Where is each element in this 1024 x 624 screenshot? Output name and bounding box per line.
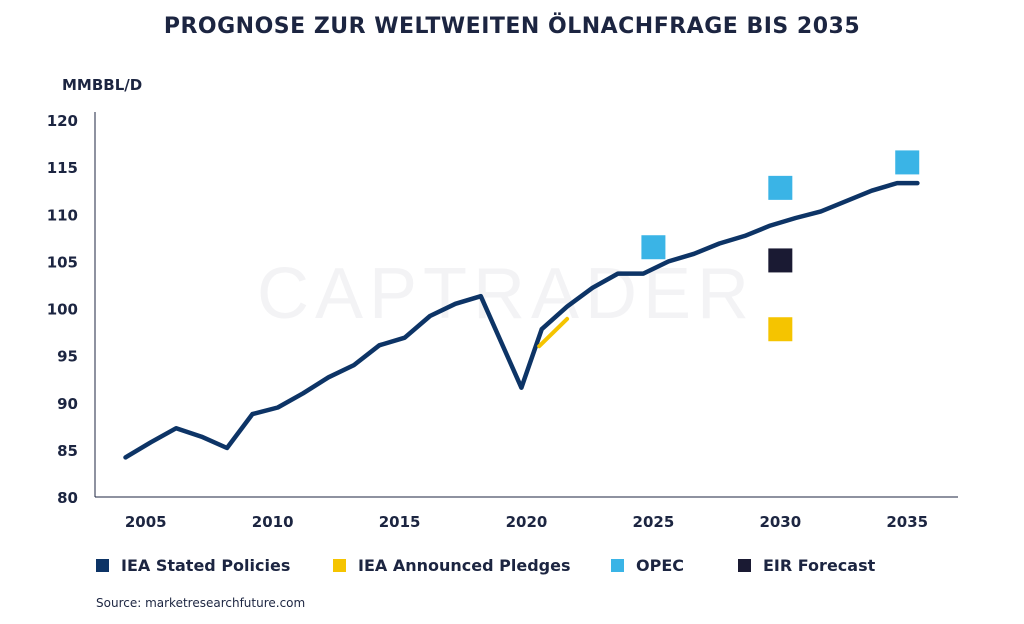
y-tick-label: 105 <box>47 253 78 271</box>
legend-label: EIR Forecast <box>763 556 876 575</box>
y-tick-label: 110 <box>47 206 78 224</box>
source-note: Source: marketresearchfuture.com <box>96 596 306 610</box>
series-lines <box>123 180 920 460</box>
legend-label: IEA Stated Policies <box>121 556 291 575</box>
x-tick-label: 2020 <box>506 513 548 531</box>
legend-item: OPEC <box>611 556 684 575</box>
y-tick-labels: 80 85 90 95 100 105 110 115 120 <box>47 112 78 507</box>
x-tick-label: 2005 <box>125 513 167 531</box>
data-marker <box>768 175 793 200</box>
y-tick-label: 80 <box>57 489 78 507</box>
x-tick-label: 2010 <box>252 513 294 531</box>
legend: IEA Stated Policies IEA Announced Pledges… <box>0 556 1024 580</box>
watermark: CAPTRADER <box>257 254 755 334</box>
series-markers <box>641 150 920 342</box>
legend-label: IEA Announced Pledges <box>358 556 571 575</box>
legend-label: OPEC <box>636 556 684 575</box>
x-tick-label: 2015 <box>379 513 421 531</box>
legend-swatch <box>333 559 346 572</box>
legend-swatch <box>738 559 751 572</box>
legend-item: EIR Forecast <box>738 556 875 575</box>
data-marker <box>641 235 666 260</box>
data-marker <box>895 150 920 175</box>
legend-swatch <box>96 559 109 572</box>
legend-item: IEA Stated Policies <box>96 556 290 575</box>
legend-swatch <box>611 559 624 572</box>
data-marker <box>768 317 793 342</box>
y-axis-unit-label: MMBBL/D <box>62 76 143 94</box>
data-marker <box>768 248 793 273</box>
y-tick-label: 85 <box>57 442 78 460</box>
x-tick-label: 2030 <box>759 513 801 531</box>
y-tick-label: 115 <box>47 159 78 177</box>
series-line-iea-stated-policies <box>123 180 920 460</box>
y-tick-label: 95 <box>57 348 78 366</box>
legend-item: IEA Announced Pledges <box>333 556 570 575</box>
x-tick-labels: 2005 2010 2015 2020 2025 2030 2035 <box>125 513 928 531</box>
x-tick-label: 2035 <box>886 513 928 531</box>
y-tick-label: 90 <box>57 395 78 413</box>
y-tick-label: 100 <box>47 301 78 319</box>
x-tick-label: 2025 <box>633 513 675 531</box>
axes <box>94 112 958 498</box>
chart-title: PROGNOSE ZUR WELTWEITEN ÖLNACHFRAGE BIS … <box>163 14 861 39</box>
y-tick-label: 120 <box>47 112 78 130</box>
series-line-iea-announced-pledges <box>537 316 570 349</box>
